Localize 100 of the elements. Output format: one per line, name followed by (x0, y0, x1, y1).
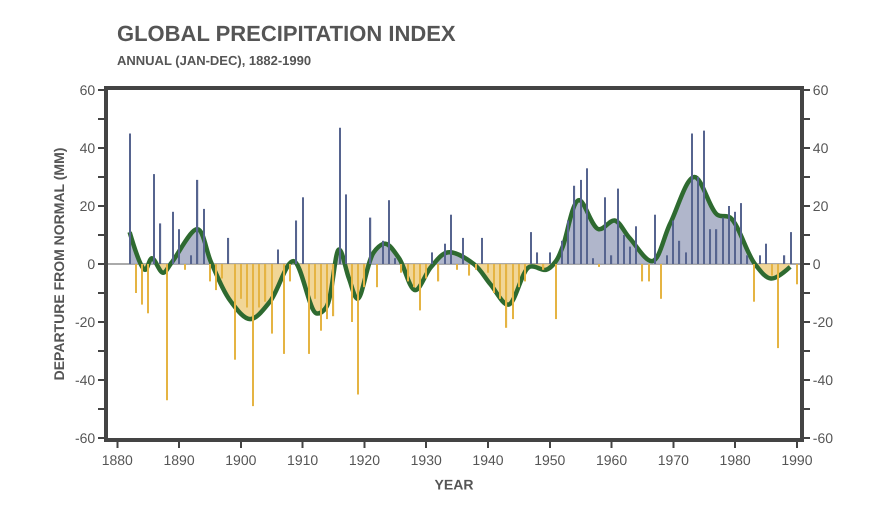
bar (573, 186, 576, 264)
bar (363, 264, 366, 288)
bar (555, 264, 557, 320)
bar (437, 264, 440, 282)
bar (153, 174, 155, 264)
x-tick-label: 1910 (287, 452, 318, 468)
y-tick-label: -20 (74, 314, 96, 330)
x-tick-label: 1900 (225, 452, 257, 468)
y-tick-label: -60 (74, 430, 96, 446)
y2-tick-label: -40 (812, 372, 834, 388)
bar (271, 264, 273, 334)
bar (413, 264, 415, 288)
bar (790, 232, 792, 264)
bar (666, 255, 668, 264)
bar (172, 212, 174, 264)
bar (580, 180, 582, 264)
bar (227, 238, 230, 264)
bar (796, 264, 798, 284)
bar (759, 255, 761, 264)
bar (190, 255, 192, 264)
y-tick-label: 20 (80, 198, 96, 214)
chart-title: GLOBAL PRECIPITATION INDEX (117, 21, 456, 46)
x-tick-label: 1960 (596, 452, 628, 468)
x-tick-label: 1990 (781, 452, 813, 468)
bar (549, 252, 551, 264)
bar (685, 252, 687, 264)
bar (635, 226, 637, 264)
bar (487, 264, 489, 273)
bar (258, 264, 260, 308)
bar (734, 212, 736, 264)
bar (166, 264, 168, 400)
bar (215, 264, 217, 290)
bar (314, 264, 316, 299)
bar (351, 264, 353, 322)
bar (598, 264, 600, 267)
bar (240, 264, 242, 299)
bar (604, 197, 606, 264)
bar (382, 240, 384, 264)
bar (493, 264, 495, 293)
bar (765, 244, 767, 264)
x-tick-label: 1930 (410, 452, 442, 468)
bar (357, 264, 359, 394)
bar (586, 168, 588, 264)
bar (512, 264, 514, 320)
bar (660, 264, 662, 299)
x-axis-title: YEAR (434, 476, 474, 493)
bar (715, 229, 718, 264)
bar (444, 244, 446, 264)
bar (425, 264, 427, 278)
bar (209, 264, 211, 282)
bar (753, 264, 755, 302)
bar (499, 264, 501, 299)
bar (722, 218, 724, 264)
bar (277, 250, 279, 264)
y2-tick-label: 40 (812, 140, 829, 156)
bar (203, 208, 205, 264)
x-tick-label: 1880 (102, 452, 134, 468)
bar (184, 264, 186, 270)
bar (320, 264, 322, 331)
bar (264, 264, 266, 302)
bar (295, 220, 298, 264)
x-tick-label: 1950 (534, 452, 566, 468)
bar (345, 194, 347, 264)
bar (234, 264, 236, 360)
bar (542, 264, 544, 270)
bar (308, 264, 310, 354)
bar (394, 258, 396, 264)
bar (431, 252, 433, 264)
bar (641, 264, 644, 282)
bar (703, 130, 705, 264)
bar (289, 264, 291, 282)
bar (252, 264, 254, 406)
y2-tick-label: 60 (812, 82, 829, 98)
bar (746, 255, 748, 264)
bar (648, 264, 650, 282)
bar (135, 264, 137, 293)
y-axis-title: DEPARTURE FROM NORMAL (MM) (51, 148, 68, 380)
bar (147, 264, 149, 314)
x-tick-label: 1890 (163, 452, 195, 468)
bar (283, 264, 285, 354)
bar (450, 214, 452, 264)
bar (629, 246, 631, 264)
bar (407, 264, 409, 282)
bar (388, 200, 390, 264)
x-tick-label: 1920 (348, 452, 380, 468)
bar (196, 180, 198, 264)
bar (592, 258, 594, 264)
bar (462, 238, 464, 264)
chart-subtitle: ANNUAL (JAN-DEC), 1882-1990 (117, 53, 312, 68)
bar (678, 240, 680, 264)
bar (518, 264, 520, 288)
bar (141, 264, 143, 305)
bar (376, 264, 378, 288)
bar (524, 264, 526, 282)
bar (456, 264, 458, 270)
x-tick-label: 1970 (658, 452, 690, 468)
bar (654, 214, 656, 264)
y-tick-label: -40 (74, 372, 96, 388)
bar (505, 264, 508, 328)
y2-tick-label: 20 (812, 198, 829, 214)
